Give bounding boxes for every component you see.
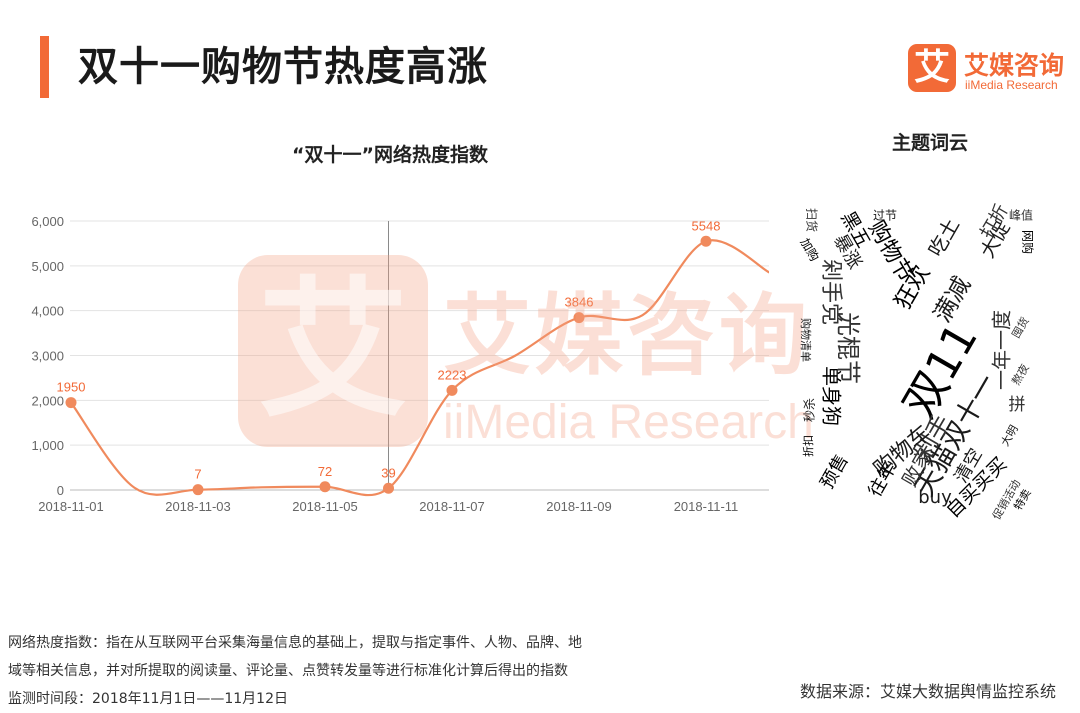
y-tick-label: 1,000 bbox=[31, 438, 64, 453]
definition-line-1: 网络热度指数：指在从互联网平台采集海量信息的基础上，提取与指定事件、人物、品牌、… bbox=[8, 635, 582, 651]
x-tick-label: 2018-11-07 bbox=[419, 499, 485, 514]
word-cloud-word: 单身狗 bbox=[820, 366, 844, 426]
word-cloud-word: 过节 bbox=[873, 209, 897, 223]
word-cloud-word: buy bbox=[918, 487, 952, 508]
x-tick-label: 2018-11-03 bbox=[165, 499, 231, 514]
data-label: 39 bbox=[381, 465, 395, 480]
word-cloud-word: 预售 bbox=[816, 451, 852, 493]
y-tick-label: 2,000 bbox=[31, 393, 64, 408]
x-tick-label: 2018-11-01 bbox=[38, 499, 104, 514]
y-tick-label: 5,000 bbox=[31, 259, 64, 274]
word-cloud-word: 扫货 bbox=[805, 208, 820, 232]
data-point bbox=[700, 235, 712, 247]
line-chart: 0 1,000 2,000 3,000 4,000 5,000 6,000 2018-11-0… bbox=[31, 214, 769, 514]
data-label: 5548 bbox=[692, 218, 721, 233]
y-tick-label: 0 bbox=[57, 483, 64, 498]
data-label: 2223 bbox=[438, 367, 467, 382]
x-tick-label: 2018-11-05 bbox=[292, 499, 358, 514]
data-label: 7 bbox=[194, 467, 201, 482]
data-label: 1950 bbox=[57, 380, 86, 395]
data-point bbox=[446, 384, 458, 396]
series-line bbox=[70, 239, 769, 497]
logo-name-en: iiMedia Research bbox=[965, 78, 1058, 92]
y-tick-label: 3,000 bbox=[31, 349, 64, 364]
x-tick-label: 2018-11-09 bbox=[546, 499, 612, 514]
data-label: 72 bbox=[318, 464, 332, 479]
word-cloud-word: 光棍节 bbox=[834, 312, 862, 384]
word-cloud-title: 主题词云 bbox=[891, 132, 968, 154]
logo-name-cn: 艾媒咨询 bbox=[964, 51, 1065, 80]
y-tick-label: 6,000 bbox=[31, 214, 64, 229]
word-cloud-word: 秒杀 bbox=[802, 398, 817, 422]
x-tick-label: 2018-11-11 bbox=[674, 499, 739, 514]
word-cloud: 双11天猫双十一剁手购物节购物车光棍节狂欢满减一年一度自买买买大促剁手党单身狗吃… bbox=[797, 201, 1036, 520]
data-point bbox=[192, 484, 204, 496]
word-cloud-word: 吃土 bbox=[923, 214, 964, 261]
data-point bbox=[573, 312, 585, 324]
word-cloud-word: 峰值 bbox=[1009, 208, 1033, 223]
word-cloud-word: 购物清单 bbox=[799, 318, 813, 362]
chart-title: “双十一”网络热度指数 bbox=[292, 144, 488, 166]
y-tick-label: 4,000 bbox=[31, 304, 64, 319]
data-point bbox=[319, 481, 331, 493]
word-cloud-word: 折扣 bbox=[801, 435, 815, 457]
logo-mark-icon: 艾 bbox=[908, 44, 956, 92]
data-label: 3846 bbox=[565, 295, 594, 310]
word-cloud-word: 拼 bbox=[1009, 395, 1026, 415]
brand-logo: 艾 艾媒咨询 iiMedia Research bbox=[908, 44, 1068, 100]
word-cloud-word: 满减 bbox=[928, 272, 976, 328]
definition-line-2: 域等相关信息，并对所提取的阅读量、评论量、点赞转发量等进行标准化计算后得出的指数 bbox=[8, 663, 568, 679]
data-point bbox=[383, 482, 394, 494]
monitoring-period: 监测时间段：2018年11月1日——11月12日 bbox=[8, 691, 288, 707]
data-point bbox=[65, 397, 77, 409]
title-accent-bar bbox=[40, 36, 49, 98]
word-cloud-word: 网购 bbox=[1021, 230, 1036, 254]
word-cloud-word: 剁手党 bbox=[818, 259, 843, 325]
word-cloud-word: 大明 bbox=[998, 422, 1021, 448]
data-source: 数据来源：艾媒大数据舆情监控系统 bbox=[799, 682, 1056, 701]
page-title: 双十一购物节热度高涨 bbox=[78, 44, 488, 90]
word-cloud-word: 一年一度 bbox=[990, 310, 1014, 390]
